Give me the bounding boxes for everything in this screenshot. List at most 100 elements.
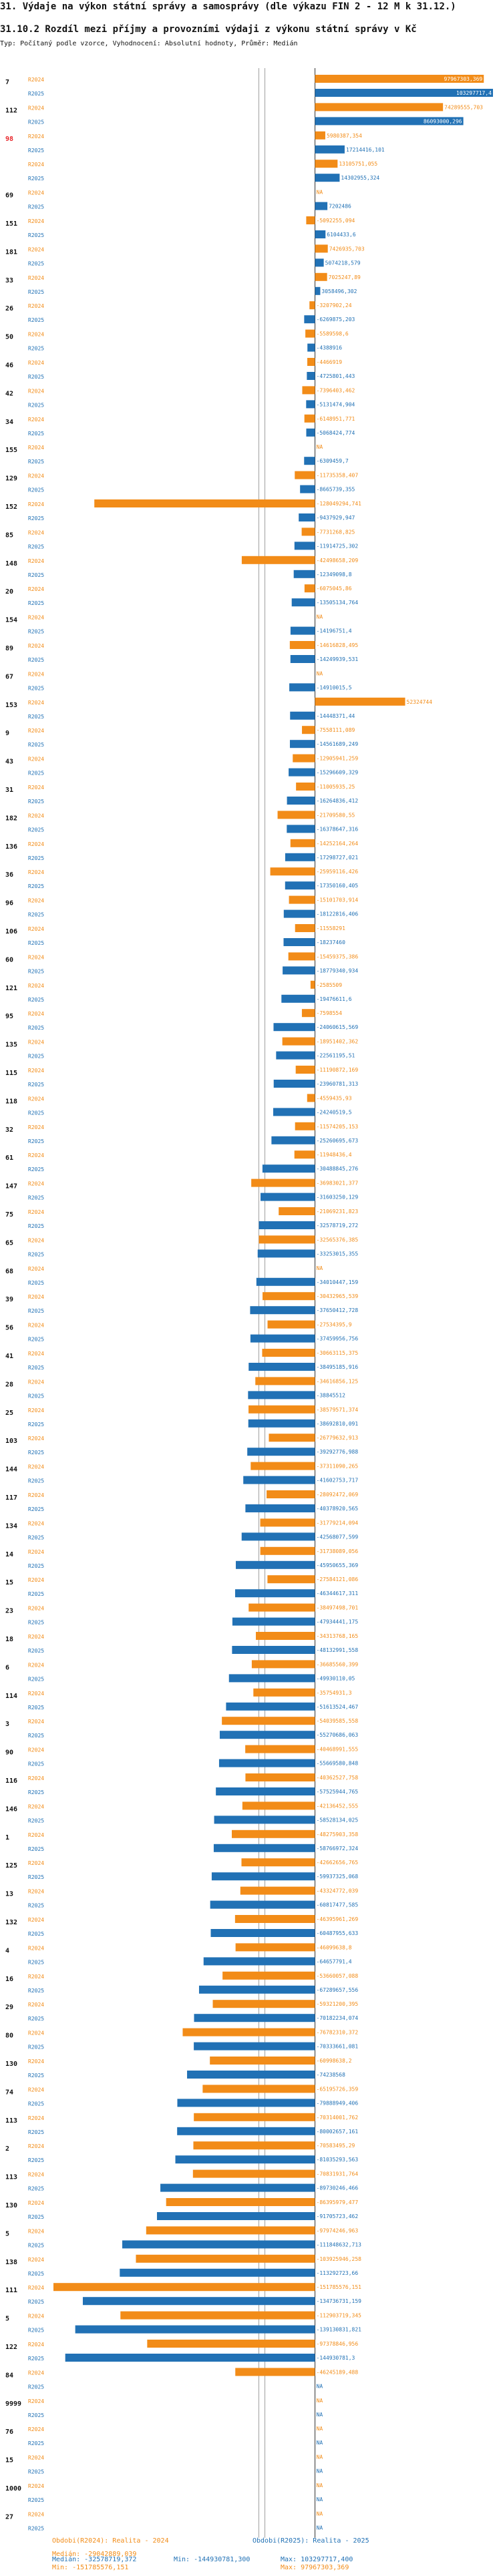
- data-label-r2025: -8665739,355: [317, 487, 355, 493]
- bar-r2025: [300, 485, 315, 493]
- bar-r2025: [194, 2042, 315, 2051]
- bar-r2025: [216, 1787, 315, 1795]
- bar-r2025: [276, 1051, 315, 1060]
- series-label-r2025: R2025: [28, 2186, 44, 2192]
- bar-r2024: [260, 1546, 315, 1555]
- bar-r2025: [187, 2071, 315, 2079]
- data-label-r2024: -112903719,345: [317, 2313, 362, 2319]
- data-label-r2024: -97378846,956: [317, 2341, 359, 2347]
- series-label-r2025: R2025: [28, 2101, 44, 2107]
- category-label: 181: [5, 248, 17, 256]
- series-label-r2024: R2024: [28, 360, 44, 366]
- bar-r2025: [281, 994, 315, 1003]
- series-label-r2024: R2024: [28, 417, 44, 423]
- data-label-r2024: -31779214,094: [317, 1520, 359, 1526]
- bar-r2025: [262, 1164, 315, 1173]
- bar-r2025: [226, 1702, 315, 1711]
- bar-r2024: [267, 1575, 315, 1584]
- data-label-r2025: -12349098,8: [317, 572, 352, 578]
- data-label-r2024: -40362527,758: [317, 1775, 359, 1781]
- data-label-r2024: -14616828,495: [317, 642, 359, 648]
- data-label-r2025: -11914725,302: [317, 543, 359, 549]
- data-label-r2025: -37650412,728: [317, 1307, 359, 1313]
- bar-r2024: [315, 697, 405, 706]
- category-label: 27: [5, 2513, 13, 2521]
- data-label-r2025: -24060615,569: [317, 1024, 359, 1030]
- category-label: 68: [5, 1268, 13, 1275]
- series-label-r2025: R2025: [28, 2214, 44, 2220]
- data-label-r2024: -59321200,395: [317, 2001, 359, 2007]
- series-label-r2025: R2025: [28, 544, 44, 550]
- bar-r2024: [307, 358, 315, 366]
- category-label: 7: [5, 79, 9, 86]
- bar-r2025: [234, 1589, 315, 1598]
- bar-r2025: [315, 117, 464, 126]
- data-label-r2025: 3058496,302: [321, 288, 357, 294]
- data-label-r2024: -35754931,3: [317, 1690, 352, 1696]
- series-label-r2025: R2025: [28, 176, 44, 182]
- series-label-r2024: R2024: [28, 445, 44, 451]
- data-label-r2024: -11005935,25: [317, 784, 355, 790]
- data-label-r2024: NA: [317, 444, 323, 450]
- series-label-r2025: R2025: [28, 1082, 44, 1088]
- series-label-r2024: R2024: [28, 2257, 44, 2263]
- series-label-r2024: R2024: [28, 643, 44, 649]
- series-label-r2024: R2024: [28, 1634, 44, 1640]
- data-label-r2025: NA: [317, 2383, 323, 2389]
- series-label-r2024: R2024: [28, 700, 44, 706]
- series-label-r2024: R2024: [28, 869, 44, 875]
- bar-r2025: [306, 400, 315, 409]
- data-label-r2024: -11735358,407: [317, 473, 359, 479]
- bar-r2024: [94, 499, 315, 507]
- bar-r2024: [288, 952, 315, 961]
- data-label-r2025: -6309459,7: [317, 458, 349, 464]
- data-label-r2025: -25260695,673: [317, 1138, 359, 1144]
- category-label: 89: [5, 645, 13, 652]
- data-label-r2025: -47934441,175: [317, 1619, 359, 1625]
- data-label-r2024: NA: [317, 1265, 323, 1271]
- bar-r2024: [315, 131, 325, 140]
- category-label: 135: [5, 1042, 17, 1049]
- data-label-r2024: -46245189,488: [317, 2369, 359, 2375]
- category-label: 112: [5, 107, 17, 114]
- series-label-r2025: R2025: [28, 1054, 44, 1060]
- data-label-r2024: NA: [317, 670, 323, 676]
- bar-r2025: [236, 1560, 315, 1569]
- legend-r2024-min: Min: -151785576,151: [52, 2564, 129, 2571]
- data-label-r2025: -14448371,44: [317, 713, 355, 719]
- series-label-r2025: R2025: [28, 374, 44, 380]
- series-label-r2025: R2025: [28, 2384, 44, 2390]
- bar-r2024: [315, 103, 444, 112]
- series-label-r2024: R2024: [28, 1747, 44, 1753]
- series-label-r2025: R2025: [28, 1195, 44, 1201]
- bar-r2025: [307, 372, 315, 380]
- bar-r2024: [202, 2085, 315, 2093]
- data-label-r2024: -70314001,762: [317, 2115, 359, 2121]
- data-label-r2024: 5980387,354: [327, 133, 362, 139]
- bar-r2024: [279, 1207, 315, 1215]
- bar-r2025: [214, 1815, 315, 1824]
- category-label: 16: [5, 1976, 13, 1983]
- bar-r2025: [290, 655, 315, 663]
- series-label-r2024: R2024: [28, 1803, 44, 1809]
- category-label: 2: [5, 2145, 9, 2153]
- series-label-r2025: R2025: [28, 799, 44, 805]
- series-label-r2025: R2025: [28, 1534, 44, 1540]
- bar-r2024: [315, 272, 327, 281]
- series-label-r2025: R2025: [28, 2157, 44, 2163]
- series-label-r2025: R2025: [28, 459, 44, 465]
- series-label-r2025: R2025: [28, 855, 44, 861]
- series-label-r2024: R2024: [28, 1124, 44, 1130]
- series-label-r2025: R2025: [28, 827, 44, 833]
- data-label-r2024: -30663115,375: [317, 1350, 359, 1356]
- bar-r2024: [301, 527, 315, 536]
- data-label-r2024: -15101703,914: [317, 897, 359, 903]
- category-label: 118: [5, 1098, 17, 1105]
- series-label-r2024: R2024: [28, 1974, 44, 1980]
- category-label: 29: [5, 2004, 13, 2011]
- series-label-r2025: R2025: [28, 742, 44, 748]
- category-label: 34: [5, 419, 13, 426]
- series-label-r2024: R2024: [28, 1606, 44, 1612]
- data-label-r2024: -11948436,4: [317, 1152, 352, 1158]
